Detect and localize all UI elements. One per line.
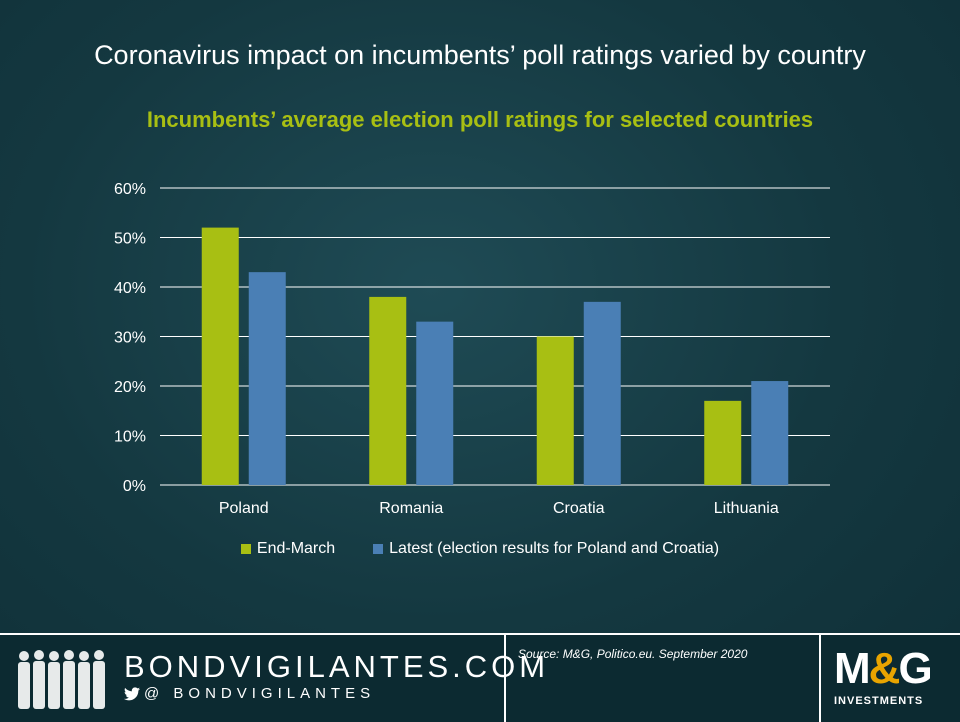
bar-romania-series-1 — [416, 321, 454, 485]
y-tick-label: 0% — [123, 478, 146, 495]
chart-title: Incumbents’ average election poll rating… — [146, 107, 814, 132]
mg-investments-logo: M&G INVESTMENTS — [834, 645, 950, 717]
bar-croatia-series-1 — [583, 301, 621, 485]
chart-legend: End-March Latest (election results for P… — [0, 540, 960, 558]
bar-lithuania-series-1 — [751, 381, 789, 485]
brand-twitter-handle-text: @ BONDVIGILANTES — [144, 685, 376, 702]
footer: BONDVIGILANTES.COM @ BONDVIGILANTES Sour… — [0, 633, 960, 722]
legend-label-end-march: End-March — [256, 540, 336, 557]
footer-divider — [819, 635, 821, 722]
people-silhouettes-icon — [18, 650, 105, 709]
bar-chart: 0% 10% 20% 30% 40% 50% 60% Poland Romania Croati… — [114, 181, 789, 517]
x-tick-label: Romania — [379, 500, 443, 517]
logo-ampersand: & — [868, 644, 901, 693]
source-note: Source: M&G, Politico.eu. September 2020 — [518, 647, 748, 661]
brand-twitter-handle[interactable]: @ BONDVIGILANTES — [124, 685, 375, 702]
x-tick-label: Lithuania — [714, 500, 779, 517]
bar-poland-series-1 — [248, 272, 286, 485]
bar-poland-series-0 — [201, 227, 239, 485]
x-tick-label: Poland — [219, 500, 269, 517]
legend-item-latest: Latest (election results for Poland and … — [373, 540, 719, 558]
legend-item-end-march: End-March — [240, 540, 336, 558]
legend-swatch-end-march — [240, 544, 251, 554]
x-axis-labels: Poland Romania Croatia Lithuania — [219, 500, 779, 517]
y-tick-label: 60% — [114, 181, 146, 198]
legend-label-latest: Latest (election results for Poland and … — [389, 540, 720, 557]
logo-letter-g: G — [898, 644, 932, 693]
footer-divider — [504, 635, 506, 722]
y-tick-label: 10% — [114, 429, 146, 446]
bar-romania-series-0 — [369, 296, 407, 485]
y-tick-label: 20% — [114, 379, 146, 396]
y-tick-label: 30% — [114, 330, 146, 347]
bar-lithuania-series-0 — [704, 400, 742, 485]
brand-website-link[interactable]: BONDVIGILANTES.COM — [124, 649, 550, 684]
bars — [201, 227, 789, 485]
y-tick-label: 50% — [114, 231, 146, 248]
bar-croatia-series-0 — [536, 336, 574, 485]
logo-letter-m: M — [834, 644, 871, 693]
y-axis-ticks: 0% 10% 20% 30% 40% 50% 60% — [114, 181, 146, 495]
y-tick-label: 40% — [114, 280, 146, 297]
logo-subtitle: INVESTMENTS — [834, 695, 924, 707]
legend-swatch-latest — [373, 544, 384, 554]
slide-title: Coronavirus impact on incumbents’ poll r… — [94, 40, 866, 70]
twitter-bird-icon — [124, 686, 140, 700]
x-tick-label: Croatia — [553, 500, 605, 517]
